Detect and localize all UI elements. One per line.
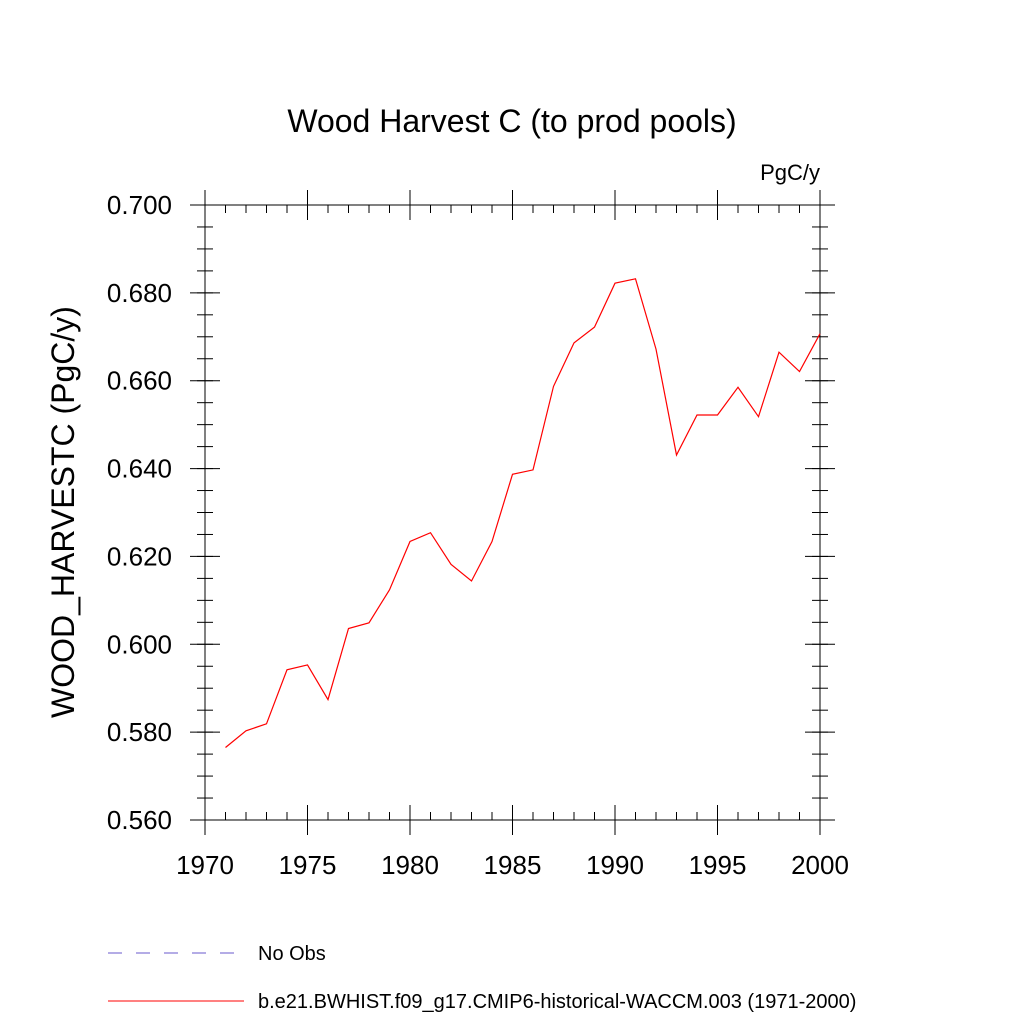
x-tick-label: 1995 (689, 850, 747, 880)
x-tick-labels: 1970 1975 1980 1985 1990 1995 2000 (176, 850, 849, 880)
x-tick-label: 1975 (279, 850, 337, 880)
x-tick-label: 2000 (791, 850, 849, 880)
y-tick-label: 0.560 (107, 805, 172, 835)
y-axis-label: WOOD_HARVESTC (PgC/y) (45, 306, 81, 718)
x-tick-label: 1970 (176, 850, 234, 880)
major-ticks (190, 190, 835, 835)
y-tick-labels: 0.560 0.580 0.600 0.620 0.640 0.660 0.680 0.700 (107, 190, 172, 835)
chart-title: Wood Harvest C (to prod pools) (287, 103, 736, 139)
plot-frame (204, 204, 821, 821)
y-tick-label: 0.660 (107, 366, 172, 396)
y-tick-label: 0.700 (107, 190, 172, 220)
y-tick-label: 0.680 (107, 278, 172, 308)
y-tick-label: 0.600 (107, 629, 172, 659)
units-label: PgC/y (760, 160, 820, 185)
y-tick-label: 0.620 (107, 541, 172, 571)
x-tick-label: 1980 (381, 850, 439, 880)
minor-ticks (197, 204, 828, 821)
legend-label-no-obs: No Obs (258, 943, 326, 965)
series-line-0 (225, 278, 821, 748)
legend-label-model-run: b.e21.BWHIST.f09_g17.CMIP6-historical-WA… (258, 991, 856, 1013)
y-tick-label: 0.580 (107, 717, 172, 747)
series (225, 278, 821, 748)
y-tick-label: 0.640 (107, 454, 172, 484)
legend: No Obs b.e21.BWHIST.f09_g17.CMIP6-histor… (108, 943, 856, 1013)
x-tick-label: 1990 (586, 850, 644, 880)
x-tick-label: 1985 (484, 850, 542, 880)
